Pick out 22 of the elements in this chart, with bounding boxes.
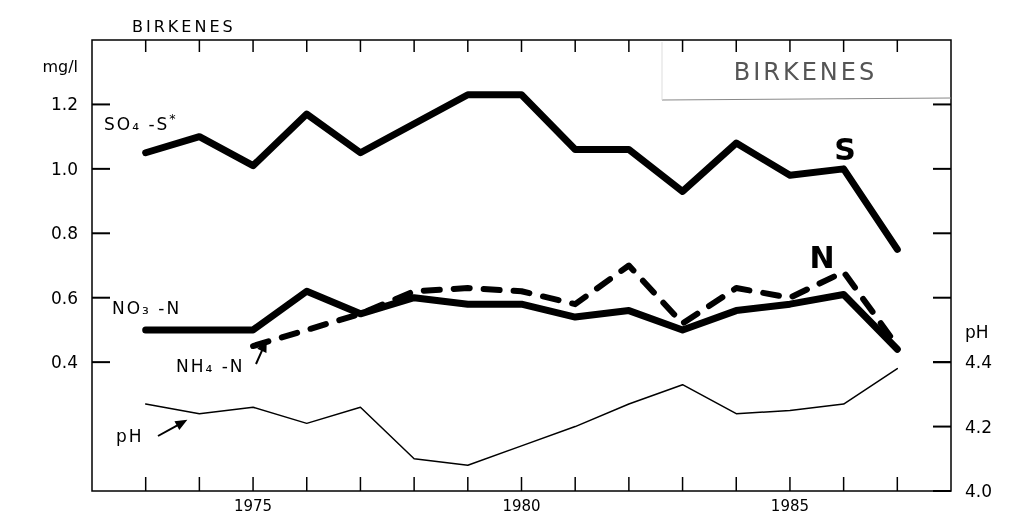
y2-tick-label: 4.4 bbox=[965, 352, 993, 373]
annotation: BIRKENES bbox=[733, 58, 878, 86]
y-tick-label: 1.0 bbox=[50, 158, 78, 179]
x-tick-label: 1985 bbox=[770, 497, 810, 515]
y2-axis-title: pH bbox=[965, 322, 989, 343]
y2-tick-label: 4.0 bbox=[965, 481, 993, 501]
annotation: N bbox=[809, 240, 835, 275]
legend-label: SO₄ -S$^{*}$ bbox=[104, 110, 178, 134]
y-tick-label: 1.2 bbox=[50, 94, 78, 115]
annotation: S bbox=[834, 132, 856, 167]
boxed-label: BIRKENES bbox=[661, 41, 952, 101]
series-label: NH₄ -N bbox=[176, 356, 245, 376]
series-label: pH bbox=[116, 426, 144, 446]
x-tick-label: 1975 bbox=[233, 497, 273, 515]
legend-label: NO₃ -N bbox=[112, 298, 182, 318]
y-axis-title: mg/l bbox=[42, 57, 78, 76]
y-tick-label: 0.4 bbox=[50, 352, 78, 373]
chart-title: BIRKENES bbox=[132, 17, 236, 36]
x-tick-label: 1980 bbox=[502, 497, 541, 515]
y-tick-label: 0.8 bbox=[50, 223, 78, 244]
y2-tick-label: 4.2 bbox=[965, 416, 993, 437]
y-tick-label: 0.6 bbox=[50, 287, 78, 308]
